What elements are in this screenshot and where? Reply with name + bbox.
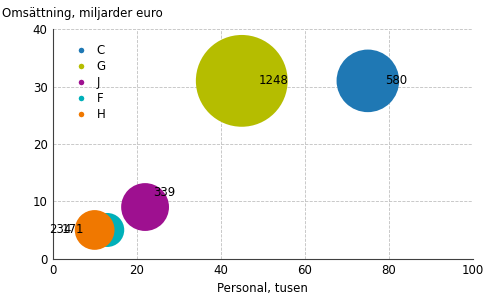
Text: Omsättning, miljarder euro: Omsättning, miljarder euro bbox=[2, 7, 163, 20]
Point bbox=[238, 79, 246, 83]
Point bbox=[91, 227, 99, 232]
Text: 339: 339 bbox=[154, 186, 176, 199]
Legend: C, G, J, F, H: C, G, J, F, H bbox=[67, 42, 108, 124]
Point bbox=[103, 227, 111, 232]
Text: 580: 580 bbox=[384, 74, 407, 87]
X-axis label: Personal, tusen: Personal, tusen bbox=[218, 282, 308, 295]
Point bbox=[141, 205, 149, 210]
Text: 1248: 1248 bbox=[259, 74, 288, 87]
Text: 171: 171 bbox=[62, 223, 84, 236]
Text: 234: 234 bbox=[49, 223, 72, 236]
Point bbox=[364, 79, 372, 83]
